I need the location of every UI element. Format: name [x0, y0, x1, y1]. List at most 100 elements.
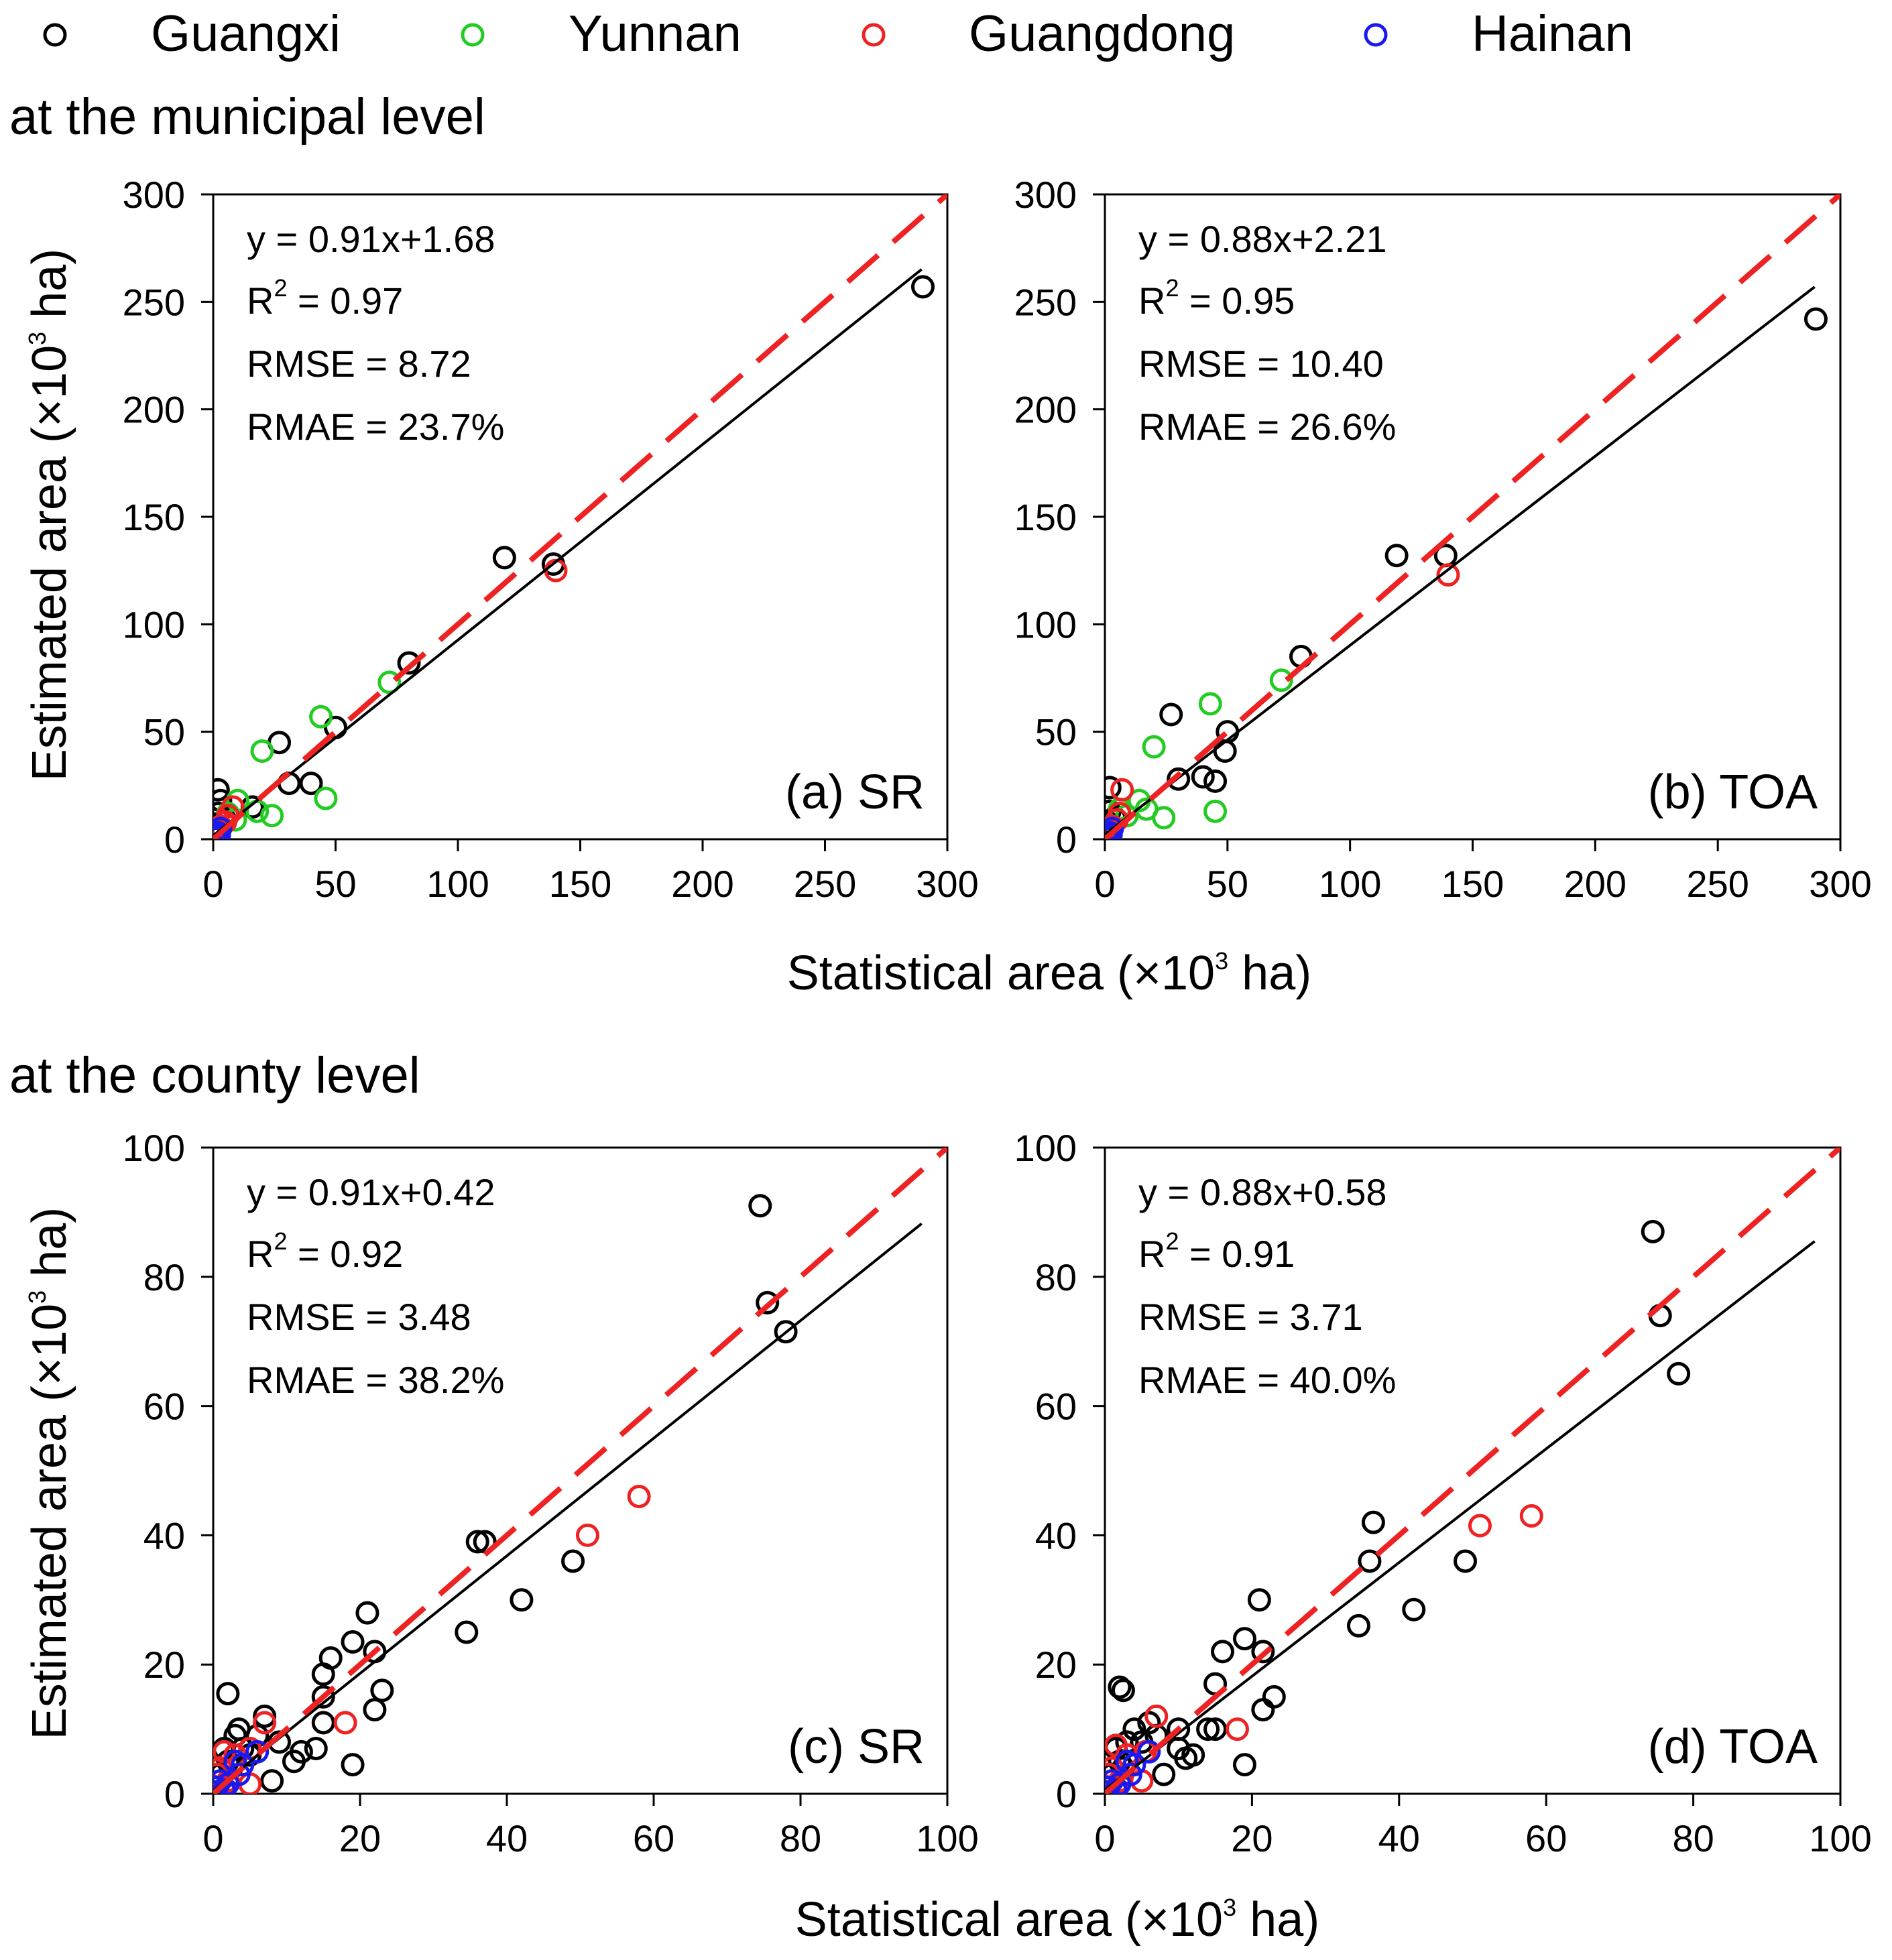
point-guangxi-c: [465, 1530, 489, 1554]
x-tick-label-d: 60: [1525, 1817, 1567, 1859]
point-yunnan-a: [314, 786, 338, 810]
point-hainan-b: [1105, 816, 1124, 839]
legend-item-yunnan: Yunnan: [461, 5, 742, 62]
point-guangdong-d: [1144, 1704, 1169, 1728]
point-guangxi-d: [1358, 1549, 1382, 1573]
panel-c: 0 20 40 60 80 100 0 20 40 60 80 100 y = 0.91x+0.42 R2…: [123, 1127, 979, 1859]
point-yunnan-a: [309, 705, 333, 729]
plot-frame-c: [212, 1146, 949, 1795]
point-guangxi-d: [1247, 1588, 1271, 1612]
y-tick-label-b: 0: [1056, 818, 1077, 861]
point-guangdong-b: [1436, 563, 1460, 587]
x-tick-label-d: 80: [1672, 1817, 1714, 1859]
y-tick-label-c: 80: [143, 1256, 185, 1298]
panel-label-c: (c) SR: [788, 1720, 925, 1774]
point-guangxi-c: [253, 1704, 277, 1728]
stat-rmse-c: RMSE = 3.48: [247, 1296, 471, 1338]
x-tick-label-b: 300: [1809, 863, 1871, 905]
y-tick-label-c: 40: [143, 1514, 185, 1556]
point-guangxi-c: [355, 1601, 379, 1625]
point-guangxi-c: [311, 1711, 335, 1735]
x-tick-label-d: 0: [1094, 1817, 1115, 1859]
section-title-municipal: at the municipal level: [9, 88, 485, 145]
x-tick-label-a: 150: [549, 863, 611, 905]
x-tick-label-d: 100: [1809, 1817, 1871, 1859]
point-yunnan-a: [260, 804, 284, 828]
point-guangxi-c: [774, 1320, 798, 1344]
regression-line-c: [213, 1222, 923, 1792]
point-guangxi-d: [1137, 1711, 1161, 1735]
point-hainan-a: [213, 826, 229, 839]
point-hainan-c: [245, 1739, 270, 1764]
point-guangxi-c: [227, 1717, 251, 1741]
x-tick-label-d: 20: [1231, 1817, 1273, 1859]
x-tick-label-d: 40: [1378, 1817, 1420, 1859]
point-guangdong-d: [1225, 1717, 1249, 1741]
point-guangdong-c: [575, 1523, 599, 1547]
point-guangxi-a: [397, 651, 421, 675]
x-tick-label-a: 200: [671, 863, 733, 905]
y-tick-label-b: 300: [1014, 174, 1077, 216]
legend-item-guangxi: Guangxi: [43, 5, 341, 62]
point-guangxi-d: [1232, 1753, 1256, 1777]
y-tick-label-d: 60: [1035, 1386, 1077, 1428]
point-guangxi-c: [510, 1588, 534, 1612]
y-tick-label-a: 150: [123, 496, 185, 538]
regression-line-d: [1105, 1240, 1816, 1791]
stat-equation-d: y = 0.88x+0.58: [1138, 1171, 1387, 1213]
x-tick-label-c: 60: [633, 1817, 674, 1859]
point-guangxi-a: [911, 275, 935, 299]
section-title-county: at the county level: [9, 1047, 420, 1104]
point-guangxi-d: [1251, 1698, 1275, 1722]
y-tick-label-d: 80: [1035, 1256, 1077, 1298]
point-guangxi-c: [370, 1678, 394, 1703]
point-guangxi-a: [213, 778, 230, 802]
point-guangdong-d: [1468, 1514, 1492, 1538]
point-hainan-b: [1105, 826, 1120, 839]
legend-label-yunnan: Yunnan: [569, 5, 742, 62]
legend-marker-yunnan: [461, 23, 485, 47]
one-to-one-line-b: [1105, 194, 1840, 839]
point-guangxi-c: [455, 1620, 479, 1644]
x-tick-label-a: 50: [314, 863, 356, 905]
point-guangxi-c: [748, 1194, 772, 1218]
point-guangxi-b: [1203, 769, 1228, 793]
stat-rmse-b: RMSE = 10.40: [1138, 343, 1384, 385]
point-guangxi-d: [1454, 1549, 1478, 1573]
panel-a: 0 50 100 150 200 250 300 0 50 100 150 200 250 300 y = …: [123, 174, 979, 905]
y-tick-label-c: 100: [123, 1127, 185, 1169]
y-tick-label-d: 20: [1035, 1644, 1077, 1686]
x-tick-label-b: 50: [1207, 863, 1248, 905]
legend-marker-guangdong: [862, 23, 886, 47]
point-guangxi-c: [282, 1750, 306, 1774]
stat-r2-a: R2 = 0.97: [247, 274, 403, 322]
point-guangxi-d: [1361, 1510, 1385, 1534]
stat-rmse-a: RMSE = 8.72: [247, 343, 471, 385]
point-guangxi-d: [1346, 1613, 1370, 1638]
one-to-one-line-d: [1105, 1148, 1840, 1794]
point-guangdong-c: [333, 1711, 357, 1735]
point-guangxi-d: [1402, 1597, 1426, 1621]
y-tick-label-a: 200: [123, 389, 185, 431]
stat-rmse-d: RMSE = 3.71: [1138, 1296, 1363, 1338]
one-to-one-line-a: [213, 194, 947, 839]
y-tick-label-b: 50: [1035, 711, 1077, 753]
point-hainan-a: [213, 823, 231, 839]
x-tick-label-b: 150: [1441, 863, 1504, 905]
legend-item-guangdong: Guangdong: [862, 5, 1235, 62]
point-guangxi-b: [1167, 767, 1191, 791]
stat-rmae-b: RMAE = 26.6%: [1138, 406, 1396, 448]
panel-d: 0 20 40 60 80 100 0 20 40 60 80 100 y = 0.88x+0.58 R2…: [1014, 1127, 1872, 1859]
x-tick-label-b: 100: [1319, 863, 1381, 905]
panel-label-d: (d) TOA: [1648, 1720, 1818, 1774]
y-tick-label-a: 300: [123, 174, 185, 216]
point-guangxi-c: [311, 1685, 335, 1709]
point-guangxi-b: [1159, 702, 1183, 727]
point-guangxi-d: [1667, 1361, 1691, 1386]
point-hainan-d: [1105, 1780, 1119, 1794]
x-axis-title-top: Statistical area (×103 ha): [787, 946, 1311, 1000]
plot-area-d: [1105, 1148, 1840, 1794]
point-hainan-c: [213, 1780, 227, 1794]
x-tick-label-a: 300: [916, 863, 978, 905]
